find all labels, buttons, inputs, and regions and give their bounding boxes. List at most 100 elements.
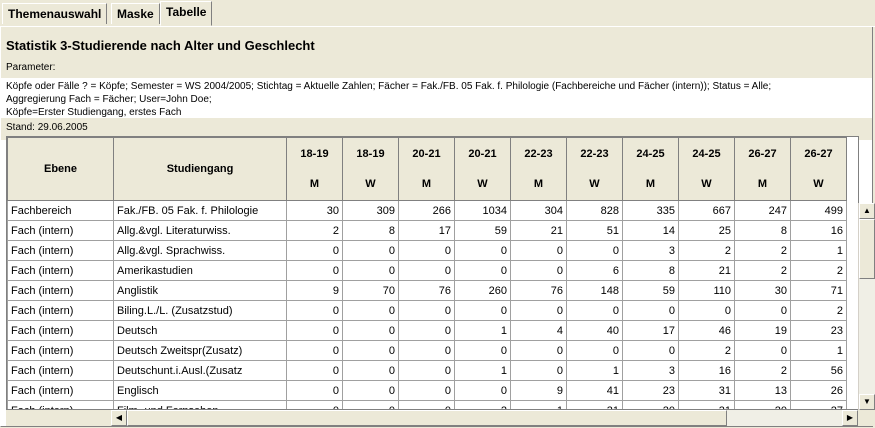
cell-count[interactable]: 71 xyxy=(790,280,847,301)
cell-count[interactable]: 0 xyxy=(398,240,455,261)
cell-count[interactable]: 21 xyxy=(678,260,735,281)
cell-count[interactable]: 304 xyxy=(510,200,567,221)
cell-studiengang[interactable]: Deutschunt.i.Ausl.(Zusatz xyxy=(113,360,287,381)
cell-ebene[interactable]: Fach (intern) xyxy=(7,240,114,261)
cell-studiengang[interactable]: Film- und Fernsehen xyxy=(113,400,287,409)
cell-count[interactable]: 0 xyxy=(566,340,623,361)
cell-count[interactable]: 41 xyxy=(566,380,623,401)
table-row[interactable]: Fach (intern) Deutschunt.i.Ausl.(Zusatz 0 0… xyxy=(7,360,847,381)
cell-count[interactable]: 0 xyxy=(286,360,343,381)
cell-count[interactable]: 2 xyxy=(286,220,343,241)
cell-count[interactable]: 31 xyxy=(678,400,735,409)
cell-count[interactable]: 30 xyxy=(734,280,791,301)
table-row[interactable]: Fach (intern) Allg.&vgl. Sprachwiss. 0 0 0 0 0… xyxy=(7,240,847,261)
table-row[interactable]: Fach (intern) Allg.&vgl. Literaturwiss. 2 8… xyxy=(7,220,847,241)
table-row[interactable]: Fach (intern) Anglistik 9 70 76 260 76 148 59 110… xyxy=(7,280,847,301)
cell-count[interactable]: 247 xyxy=(734,200,791,221)
cell-count[interactable]: 0 xyxy=(398,320,455,341)
cell-ebene[interactable]: Fach (intern) xyxy=(7,320,114,341)
cell-count[interactable]: 1 xyxy=(510,400,567,409)
cell-count[interactable]: 13 xyxy=(734,380,791,401)
data-grid[interactable]: Ebene Studiengang 18-19 M 18-19 W 20-21 M 2… xyxy=(6,136,859,410)
horizontal-scroll-thumb[interactable] xyxy=(127,410,727,426)
cell-count[interactable]: 40 xyxy=(566,320,623,341)
cell-count[interactable]: 3 xyxy=(622,360,679,381)
column-header-age[interactable]: 22-23 M xyxy=(510,137,567,201)
table-row[interactable]: Fach (intern) Deutsch 0 0 0 1 4 40 17 46 19 23 xyxy=(7,320,847,341)
cell-count[interactable]: 21 xyxy=(510,220,567,241)
cell-count[interactable]: 0 xyxy=(734,300,791,321)
cell-count[interactable]: 8 xyxy=(734,220,791,241)
cell-ebene[interactable]: Fach (intern) xyxy=(7,300,114,321)
scroll-up-icon[interactable]: ▲ xyxy=(859,203,875,219)
cell-ebene[interactable]: Fach (intern) xyxy=(7,280,114,301)
cell-count[interactable]: 335 xyxy=(622,200,679,221)
cell-count[interactable]: 0 xyxy=(342,340,399,361)
cell-count[interactable]: 1 xyxy=(566,360,623,381)
column-header-age[interactable]: 20-21 M xyxy=(398,137,455,201)
cell-count[interactable]: 0 xyxy=(510,260,567,281)
cell-ebene[interactable]: Fach (intern) xyxy=(7,340,114,361)
cell-count[interactable]: 16 xyxy=(678,360,735,381)
cell-count[interactable]: 0 xyxy=(398,360,455,381)
table-row[interactable]: Fachbereich Fak./FB. 05 Fak. f. Philologi… xyxy=(7,200,847,221)
column-header-ebene[interactable]: Ebene xyxy=(7,137,114,201)
table-row[interactable]: Fach (intern) Biling.L./L. (Zusatzstud) 0 0… xyxy=(7,300,847,321)
cell-count[interactable]: 0 xyxy=(454,380,511,401)
column-header-age[interactable]: 24-25 W xyxy=(678,137,735,201)
tab-tabelle[interactable]: Tabelle xyxy=(160,1,213,26)
cell-ebene[interactable]: Fach (intern) xyxy=(7,360,114,381)
cell-count[interactable]: 266 xyxy=(398,200,455,221)
cell-count[interactable]: 31 xyxy=(566,400,623,409)
cell-count[interactable]: 26 xyxy=(790,380,847,401)
cell-count[interactable]: 19 xyxy=(734,320,791,341)
cell-count[interactable]: 17 xyxy=(622,320,679,341)
cell-count[interactable]: 14 xyxy=(622,220,679,241)
cell-count[interactable]: 0 xyxy=(622,340,679,361)
cell-count[interactable]: 0 xyxy=(342,380,399,401)
table-row[interactable]: Fach (intern)Film- und Fernsehen00021312… xyxy=(7,400,847,409)
cell-count[interactable]: 8 xyxy=(622,260,679,281)
cell-count[interactable]: 2 xyxy=(734,240,791,261)
cell-count[interactable]: 1 xyxy=(454,360,511,381)
cell-count[interactable]: 59 xyxy=(454,220,511,241)
cell-count[interactable]: 70 xyxy=(342,280,399,301)
cell-count[interactable]: 0 xyxy=(566,300,623,321)
cell-count[interactable]: 309 xyxy=(342,200,399,221)
horizontal-scrollbar[interactable]: ◀ ▶ xyxy=(111,410,858,426)
cell-count[interactable]: 0 xyxy=(398,400,455,409)
cell-count[interactable]: 46 xyxy=(678,320,735,341)
cell-count[interactable]: 0 xyxy=(286,260,343,281)
cell-count[interactable]: 1034 xyxy=(454,200,511,221)
cell-count[interactable]: 9 xyxy=(510,380,567,401)
cell-count[interactable]: 667 xyxy=(678,200,735,221)
scroll-right-icon[interactable]: ▶ xyxy=(842,410,858,426)
column-header-age[interactable]: 18-19 M xyxy=(286,137,343,201)
vertical-scroll-thumb[interactable] xyxy=(859,219,875,279)
cell-count[interactable]: 1 xyxy=(790,240,847,261)
cell-count[interactable]: 0 xyxy=(398,300,455,321)
cell-ebene[interactable]: Fach (intern) xyxy=(7,220,114,241)
cell-count[interactable]: 0 xyxy=(286,320,343,341)
tab-maske[interactable]: Maske xyxy=(111,3,160,24)
vertical-scrollbar[interactable]: ▲ ▼ xyxy=(858,203,875,410)
cell-count[interactable]: 6 xyxy=(566,260,623,281)
cell-count[interactable]: 4 xyxy=(510,320,567,341)
cell-count[interactable]: 16 xyxy=(790,220,847,241)
cell-ebene[interactable]: Fach (intern) xyxy=(7,400,114,409)
cell-count[interactable]: 2 xyxy=(790,260,847,281)
scroll-down-icon[interactable]: ▼ xyxy=(859,394,875,410)
cell-ebene[interactable]: Fach (intern) xyxy=(7,380,114,401)
cell-count[interactable]: 148 xyxy=(566,280,623,301)
cell-count[interactable]: 9 xyxy=(286,280,343,301)
table-row[interactable]: Fach (intern) Englisch 0 0 0 0 9 41 23 31 13 26 xyxy=(7,380,847,401)
column-header-age[interactable]: 22-23 W xyxy=(566,137,623,201)
cell-count[interactable]: 828 xyxy=(566,200,623,221)
cell-count[interactable]: 0 xyxy=(678,300,735,321)
cell-count[interactable]: 56 xyxy=(790,360,847,381)
cell-count[interactable]: 2 xyxy=(678,340,735,361)
scroll-left-icon[interactable]: ◀ xyxy=(111,410,127,426)
cell-count[interactable]: 17 xyxy=(398,220,455,241)
cell-count[interactable]: 31 xyxy=(678,380,735,401)
cell-count[interactable]: 0 xyxy=(398,340,455,361)
